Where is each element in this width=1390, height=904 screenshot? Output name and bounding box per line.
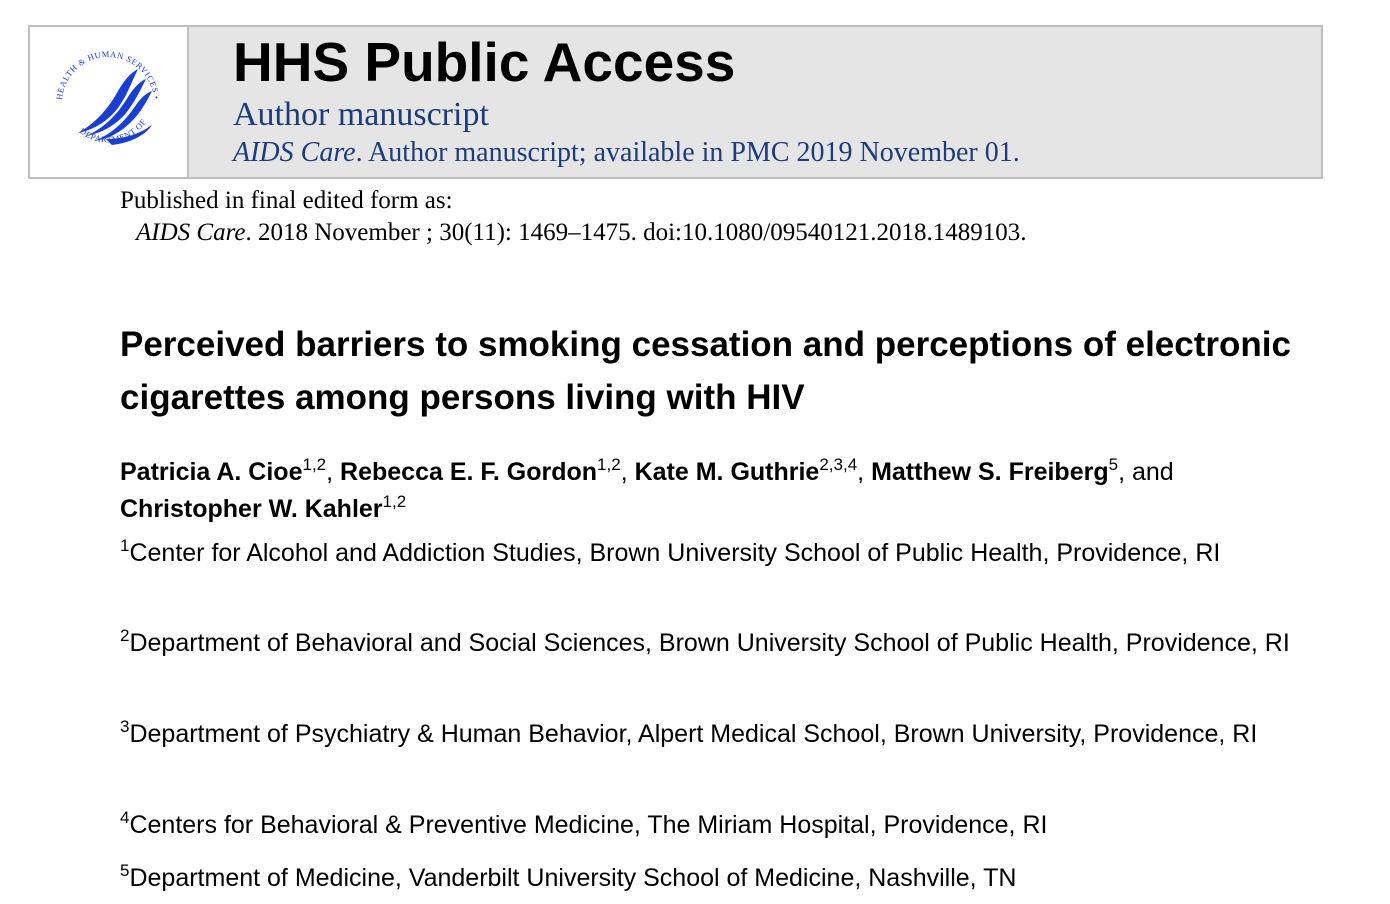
- affiliation-item: 5Department of Medicine, Vanderbilt Univ…: [120, 859, 1300, 897]
- author-name: Kate M. Guthrie: [634, 458, 820, 486]
- affiliation-item: 2Department of Behavioral and Social Sci…: [120, 624, 1300, 662]
- author-affiliation-sup: 5: [1108, 454, 1119, 474]
- svg-text:HEALTH & HUMAN SERVICES • USA: HEALTH & HUMAN SERVICES • USA: [48, 41, 162, 103]
- author-affiliation-sup: 2,3,4: [819, 454, 858, 474]
- affiliation-item: 4Centers for Behavioral & Preventive Med…: [120, 806, 1300, 844]
- eagle-icon: [78, 69, 152, 145]
- hhs-eagle-seal-icon: HEALTH & HUMAN SERVICES • USA DEPARTMENT…: [48, 41, 162, 145]
- author-affiliation-sup: 1,2: [382, 491, 407, 511]
- author-manuscript-label: Author manuscript: [233, 96, 489, 133]
- author-name: Christopher W. Kahler: [120, 495, 383, 523]
- author-list: Patricia A. Cioe1,2, Rebecca E. F. Gordo…: [120, 454, 1320, 528]
- affiliation-number: 4: [120, 807, 130, 827]
- hhs-public-access-title: HHS Public Access: [233, 31, 736, 93]
- publication-citation: AIDS Care. 2018 November ; 30(11): 1469–…: [136, 218, 1026, 248]
- affiliation-number: 2: [120, 625, 130, 645]
- published-label: Published in final edited form as:: [120, 187, 453, 214]
- author-separator: ,: [326, 458, 341, 486]
- author-separator: ,: [620, 458, 635, 486]
- seal-ring-top-text: HEALTH & HUMAN SERVICES • USA: [48, 41, 161, 103]
- author-affiliation-sup: 1,2: [597, 454, 621, 474]
- availability-text: . Author manuscript; available in PMC 20…: [355, 137, 1020, 168]
- affiliation-number: 3: [120, 716, 130, 736]
- affiliation-number: 1: [120, 535, 130, 555]
- author-separator: , and: [1118, 458, 1174, 486]
- author-name: Patricia A. Cioe: [120, 458, 303, 486]
- affiliation-text: Center for Alcohol and Addiction Studies…: [129, 539, 1221, 567]
- author-name: Rebecca E. F. Gordon: [340, 458, 598, 486]
- availability-journal: AIDS Care: [233, 137, 356, 168]
- affiliation-number: 5: [120, 860, 130, 880]
- affiliation-text: Centers for Behavioral & Preventive Medi…: [129, 811, 1048, 839]
- citation-journal: AIDS Care: [136, 219, 246, 246]
- affiliation-text: Department of Psychiatry & Human Behavio…: [129, 720, 1258, 748]
- author-name: Matthew S. Freiberg: [871, 458, 1109, 486]
- affiliation-item: 3Department of Psychiatry & Human Behavi…: [120, 715, 1300, 753]
- author-separator: ,: [857, 458, 872, 486]
- hhs-banner: HEALTH & HUMAN SERVICES • USA DEPARTMENT…: [28, 25, 1323, 179]
- article-title: Perceived barriers to smoking cessation …: [120, 325, 1291, 417]
- affiliation-text: Department of Medicine, Vanderbilt Unive…: [129, 864, 1017, 892]
- affiliation-text: Department of Behavioral and Social Scie…: [129, 629, 1290, 657]
- affiliation-item: 1Center for Alcohol and Addiction Studie…: [120, 534, 1300, 572]
- availability-line: AIDS Care. Author manuscript; available …: [233, 137, 1020, 169]
- hhs-logo: HEALTH & HUMAN SERVICES • USA DEPARTMENT…: [30, 27, 189, 177]
- author-affiliation-sup: 1,2: [302, 454, 327, 474]
- citation-details: . 2018 November ; 30(11): 1469–1475. doi…: [245, 219, 1027, 246]
